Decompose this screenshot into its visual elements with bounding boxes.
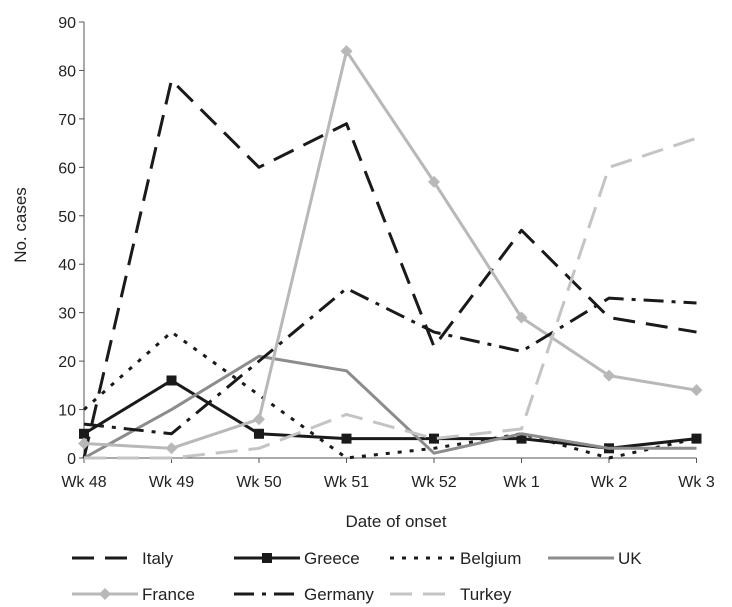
legend-item-turkey: Turkey [390, 585, 512, 604]
legend-item-france: France [72, 585, 195, 604]
y-tick-label: 0 [67, 451, 76, 468]
legend-item-italy: Italy [72, 549, 174, 568]
series-greece [79, 375, 702, 454]
y-tick-label: 50 [58, 209, 76, 226]
x-tick-label: Wk 52 [411, 474, 456, 491]
x-tick-label: Wk 3 [678, 474, 715, 491]
x-axis-title: Date of onset [345, 512, 446, 531]
series-italy [82, 78, 697, 459]
series-uk [83, 354, 697, 460]
y-tick-label: 90 [58, 15, 76, 32]
legend-item-uk: UK [548, 549, 642, 568]
y-tick-label: 30 [58, 306, 76, 323]
data-point-france [690, 384, 703, 397]
legend-label-germany: Germany [304, 585, 374, 604]
y-tick-label: 70 [58, 112, 76, 129]
legend-label-greece: Greece [304, 549, 360, 568]
data-point-france [515, 311, 528, 324]
series-line-turkey [84, 136, 697, 460]
series-layer [78, 45, 703, 460]
x-tick-label: Wk 50 [236, 474, 281, 491]
data-point-greece [429, 433, 439, 444]
data-point-france [253, 413, 265, 426]
x-tick-label: Wk 1 [503, 474, 540, 491]
series-line-greece [83, 378, 697, 450]
legend-item-greece: Greece [234, 549, 360, 568]
series-line-belgium [83, 330, 697, 460]
x-tick-label: Wk 2 [591, 474, 628, 491]
y-tick-label: 20 [58, 354, 76, 371]
data-point-greece [341, 433, 352, 444]
data-point-france [603, 369, 615, 382]
legend: Italy Greece Belgium UK France Germany Turkey [72, 549, 642, 604]
legend-marker-greece [262, 553, 272, 563]
data-point-france [78, 437, 90, 450]
axes: 0 10 20 30 40 50 60 70 80 90 Wk 48 Wk 49 Wk 50 Wk 51 W… [58, 15, 715, 491]
x-tick-label: Wk 51 [324, 474, 369, 491]
x-tick-label: Wk 48 [61, 474, 106, 491]
x-tick-label: Wk 49 [149, 474, 194, 491]
data-point-france [428, 175, 440, 188]
legend-marker-france [99, 588, 111, 600]
data-point-greece [79, 428, 89, 439]
data-point-greece [691, 433, 702, 444]
data-point-france [165, 442, 178, 455]
series-line-uk [83, 354, 697, 460]
series-line-france [83, 49, 697, 450]
legend-item-germany: Germany [234, 585, 374, 604]
y-tick-label: 40 [58, 257, 76, 274]
y-axis-title: No. cases [11, 187, 30, 263]
legend-label-france: France [142, 585, 195, 604]
legend-item-belgium: Belgium [390, 549, 521, 568]
series-line-germany [83, 286, 697, 436]
series-turkey [84, 136, 697, 460]
series-germany [83, 286, 697, 436]
y-tick-label: 60 [58, 160, 76, 177]
data-point-greece [254, 428, 264, 439]
y-tick-label: 80 [58, 63, 76, 80]
legend-label-italy: Italy [142, 549, 174, 568]
legend-label-uk: UK [618, 549, 642, 568]
y-tick-label: 10 [58, 403, 76, 420]
series-belgium [83, 330, 697, 460]
data-point-greece [166, 375, 177, 386]
data-point-france [340, 45, 353, 58]
legend-label-belgium: Belgium [460, 549, 521, 568]
series-line-italy [82, 78, 697, 459]
legend-label-turkey: Turkey [460, 585, 512, 604]
data-point-greece [516, 433, 527, 444]
series-france [78, 45, 703, 455]
